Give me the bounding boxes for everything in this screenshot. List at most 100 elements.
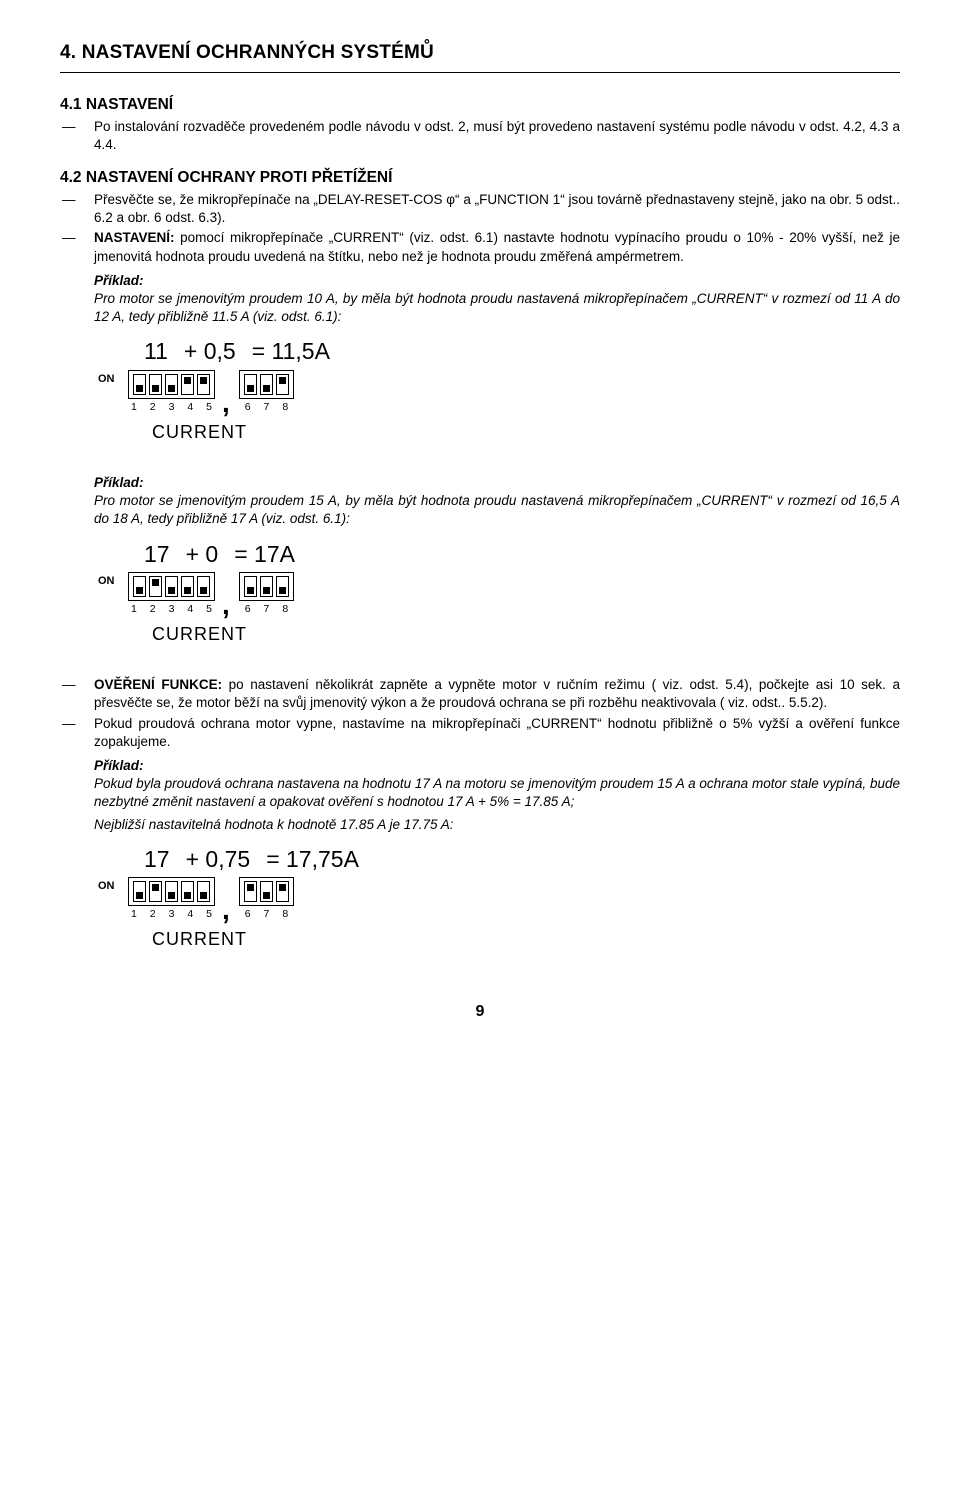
dip-number: 1 [126, 907, 142, 921]
dip-group: 678 [239, 370, 294, 414]
list-item: — Po instalování rozvaděče provedeném po… [60, 118, 900, 154]
dash: — [60, 676, 94, 712]
dip-switch [133, 576, 146, 597]
item-label-strong: NASTAVENÍ: [94, 230, 175, 245]
dip-numbers: 678 [240, 400, 293, 414]
formula-row: 11 + 0,5 = 11,5A [144, 336, 900, 367]
formula-op: + 0 [186, 539, 219, 570]
item-text-span: pomocí mikropřepínače „CURRENT“ (viz. od… [94, 230, 900, 263]
dash: — [60, 229, 94, 265]
list-item: — OVĚŘENÍ FUNKCE: po nastavení několikrá… [60, 676, 900, 712]
dip-switch [165, 881, 178, 902]
subsection-41-title: 4.1 NASTAVENÍ [60, 95, 900, 116]
dip-group: 678 [239, 572, 294, 616]
dip-switch [260, 881, 273, 902]
on-label: ON [98, 372, 115, 387]
comma: , [222, 891, 230, 929]
current-label: CURRENT [152, 927, 900, 951]
dip-switch [276, 881, 289, 902]
item-text: OVĚŘENÍ FUNKCE: po nastavení několikrát … [94, 676, 900, 712]
dip-number: 2 [145, 602, 161, 616]
page-number: 9 [60, 1001, 900, 1023]
dip-switch [197, 374, 210, 395]
dip-number: 4 [182, 602, 198, 616]
dip-switch [244, 374, 257, 395]
item-text: Přesvěčte se, že mikropřepínače na „DELA… [94, 191, 900, 227]
dip-row: ON12345678, [126, 877, 900, 921]
example-body: Pokud byla proudová ochrana nastavena na… [94, 775, 900, 811]
example-label: Příklad: [94, 474, 900, 492]
dip-numbers: 12345 [126, 602, 217, 616]
dip-switch [260, 576, 273, 597]
dip-switch [260, 374, 273, 395]
example-body: Nejbližší nastavitelná hodnota k hodnotě… [94, 816, 900, 834]
rule [60, 72, 900, 73]
dip-numbers: 678 [240, 602, 293, 616]
dip-number: 4 [182, 400, 198, 414]
dip-number: 6 [240, 400, 256, 414]
formula-a: 11 [144, 336, 168, 367]
dip-switch [149, 576, 162, 597]
formula-result: = 17,75A [266, 844, 359, 875]
dash: — [60, 715, 94, 751]
list-item: — Přesvěčte se, že mikropřepínače na „DE… [60, 191, 900, 227]
dip-numbers: 678 [240, 907, 293, 921]
list-item: — NASTAVENÍ: pomocí mikropřepínače „CURR… [60, 229, 900, 265]
dip-box [239, 370, 294, 399]
dip-diagram: 11+ 0,5= 11,5AON12345678,CURRENT [94, 336, 900, 444]
dip-number: 5 [201, 602, 217, 616]
dip-number: 3 [164, 602, 180, 616]
dip-switch [276, 576, 289, 597]
example-body: Pro motor se jmenovitým proudem 10 A, by… [94, 290, 900, 326]
example-body: Pro motor se jmenovitým proudem 15 A, by… [94, 492, 900, 528]
example-label: Příklad: [94, 272, 900, 290]
dip-number: 8 [277, 602, 293, 616]
dip-group: 12345 [126, 572, 217, 616]
dip-numbers: 12345 [126, 400, 217, 414]
on-label: ON [98, 574, 115, 589]
formula-row: 17 + 0,75 = 17,75A [144, 844, 900, 875]
on-label: ON [98, 879, 115, 894]
dip-number: 7 [259, 400, 275, 414]
dip-box [239, 877, 294, 906]
dip-diagram: 17+ 0= 17AON12345678,CURRENT [94, 539, 900, 647]
example-label: Příklad: [94, 757, 900, 775]
dip-number: 5 [201, 907, 217, 921]
dip-switch [133, 374, 146, 395]
list-item: — Pokud proudová ochrana motor vypne, na… [60, 715, 900, 751]
dip-diagram: 17+ 0,75= 17,75AON12345678,CURRENT [94, 844, 900, 952]
dip-switch [181, 374, 194, 395]
formula-row: 17+ 0= 17A [144, 539, 900, 570]
dip-number: 1 [126, 602, 142, 616]
formula-op: + 0,5 [184, 336, 236, 367]
dip-switch [276, 374, 289, 395]
dip-number: 7 [259, 602, 275, 616]
dash: — [60, 191, 94, 227]
dip-row: ON12345678, [126, 572, 900, 616]
formula-result: = 11,5A [252, 336, 330, 367]
dip-box [239, 572, 294, 601]
dip-number: 4 [182, 907, 198, 921]
dip-number: 2 [145, 907, 161, 921]
dip-number: 2 [145, 400, 161, 414]
dip-switch [133, 881, 146, 902]
dip-group: 678 [239, 877, 294, 921]
dip-group: 12345 [126, 370, 217, 414]
dip-number: 7 [259, 907, 275, 921]
dip-number: 5 [201, 400, 217, 414]
dip-switch [244, 576, 257, 597]
dip-switch [165, 576, 178, 597]
item-text: Po instalování rozvaděče provedeném podl… [94, 118, 900, 154]
dip-switch [181, 576, 194, 597]
dip-numbers: 12345 [126, 907, 217, 921]
dip-number: 6 [240, 602, 256, 616]
subsection-42-title: 4.2 NASTAVENÍ OCHRANY PROTI PŘETÍŽENÍ [60, 168, 900, 189]
dash: — [60, 118, 94, 154]
section-title: 4. NASTAVENÍ OCHRANNÝCH SYSTÉMŮ [60, 40, 900, 66]
formula-a: 17 [144, 844, 170, 875]
comma: , [222, 586, 230, 624]
item-text: Pokud proudová ochrana motor vypne, nast… [94, 715, 900, 751]
dip-switch [181, 881, 194, 902]
formula-op: + 0,75 [186, 844, 251, 875]
item-label-strong: OVĚŘENÍ FUNKCE: [94, 677, 222, 692]
